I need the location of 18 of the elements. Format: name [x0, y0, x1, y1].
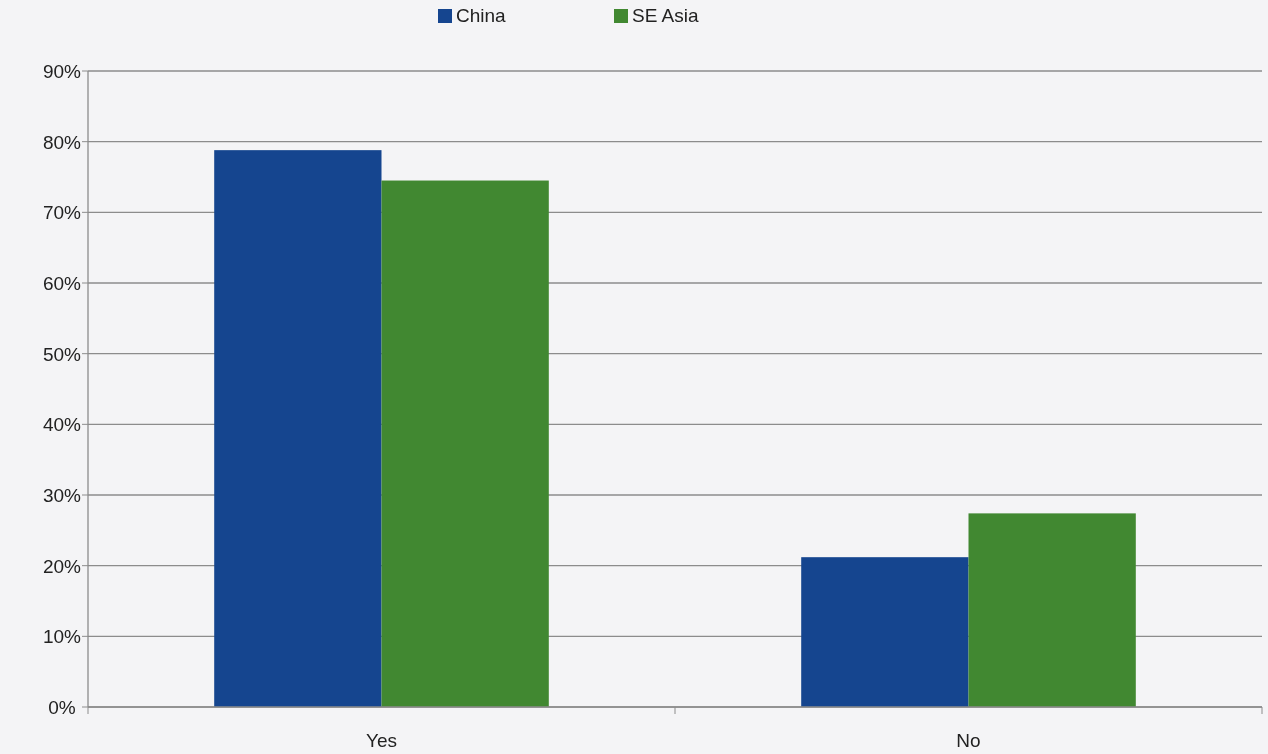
- x-tick-label: No: [956, 730, 981, 751]
- y-tick-label: 90%: [42, 61, 82, 82]
- bar: [801, 557, 969, 707]
- y-tick-label: 60%: [42, 273, 82, 294]
- y-tick-label: 40%: [42, 414, 82, 436]
- y-tick-label: 0%: [48, 697, 76, 718]
- y-tick-label: 50%: [42, 343, 82, 365]
- x-tick-label: Yes: [366, 730, 397, 751]
- y-tick-label: 30%: [42, 485, 82, 506]
- legend-label: China: [456, 5, 507, 26]
- y-tick-label: 20%: [42, 555, 82, 577]
- bar: [214, 150, 382, 707]
- y-tick-label: 70%: [42, 202, 82, 224]
- bar: [968, 513, 1136, 707]
- legend-label: SE Asia: [632, 5, 699, 26]
- bar: [381, 180, 549, 707]
- y-tick-label: 10%: [42, 626, 82, 648]
- y-tick-label: 80%: [42, 131, 82, 153]
